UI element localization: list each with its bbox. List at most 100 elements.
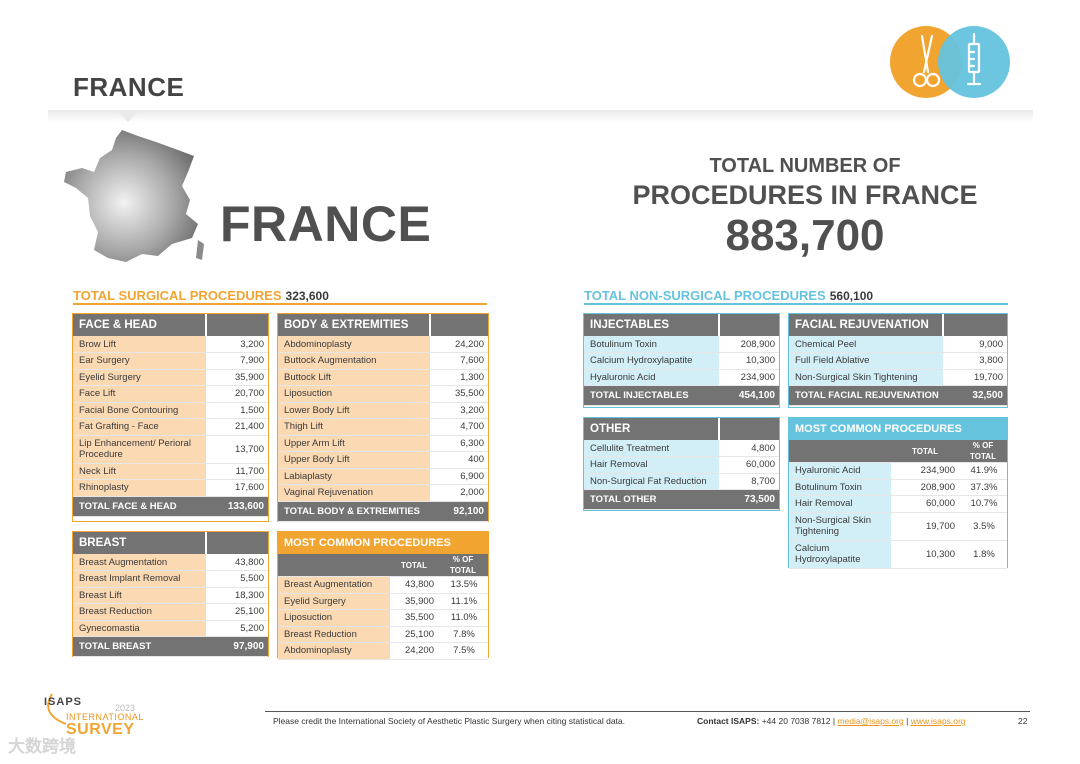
nonsurgical-heading-label: TOTAL NON-SURGICAL PROCEDURES [584,288,826,303]
procedure-name: Botulinum Toxin [584,336,719,353]
total-label: TOTAL FACIAL REJUVENATION [789,385,943,406]
procedure-name: Non-Surgical Skin Tightening [789,512,891,541]
logo-name: ISAPS [44,696,83,708]
procedure-name: Eyelid Surgery [278,593,390,610]
surgical-heading-label: TOTAL SURGICAL PROCEDURES [73,288,282,303]
logo-survey: SURVEY [66,721,135,738]
watermark: 大数跨境 [8,737,76,756]
footer-rule [265,711,1030,712]
other-title: OTHER [584,418,719,440]
isaps-logo-icon [47,693,67,725]
procedure-name: Upper Arm Lift [278,435,430,452]
nonsurgical-most-common-title: MOST COMMON PROCEDURES [789,418,1007,440]
footer-credit: Please credit the International Society … [273,716,625,726]
table-row: Abdominoplasty 24,200 [278,336,488,353]
table-row: Brow Lift 3,200 [73,336,268,353]
procedure-name: Liposuction [278,609,390,627]
contact-phone: +44 20 7038 7812 | [761,716,836,726]
nonsurgical-count: 560,100 [829,289,874,303]
table-row: Breast Implant Removal 5,500 [73,570,268,588]
procedure-value: 7,600 [430,352,488,370]
facial-frame [788,313,1008,408]
table-row: Calcium Hydroxylapatite 10,300 [584,352,779,370]
procedure-value: 19,700 [891,512,959,541]
table-row: Hair Removal 60,000 10.7% [789,495,1007,513]
contact-email-link[interactable]: media@isaps.org [837,716,904,726]
total-value: 73,500 [719,489,779,510]
total-value: 97,900 [206,636,268,657]
total-label: TOTAL INJECTABLES [584,385,719,406]
procedure-percent: 1.8% [959,540,1007,569]
total-label: TOTAL FACE & HEAD [73,496,206,517]
table-row: Non-Surgical Skin Tightening 19,700 3.5% [789,512,1007,541]
procedure-name: Buttock Lift [278,369,430,386]
procedure-name: Labiaplasty [278,468,430,485]
total-row: TOTAL BODY & EXTREMITIES 92,100 [278,501,488,522]
col-pct: % OF TOTAL [438,554,488,577]
page-title: FRANCE [73,72,185,102]
procedure-name: Hyaluronic Acid [584,369,719,386]
table-row: Upper Body Lift 400 [278,451,488,469]
procedure-percent: 10.7% [959,495,1007,513]
table-row: Buttock Lift 1,300 [278,369,488,386]
table-row: Thigh Lift 4,700 [278,418,488,436]
procedure-name: Abdominoplasty [278,336,430,353]
surgical-underline [73,303,487,305]
procedure-percent: 7.8% [438,626,488,643]
scissors-icon [912,34,941,88]
table-row: Breast Reduction 25,100 [73,603,268,621]
procedure-value: 60,000 [719,456,779,474]
procedure-percent: 41.9% [959,462,1007,480]
nonsurgical-most-common-table: MOST COMMON PROCEDURES TOTAL% OF TOTAL H… [789,418,1007,569]
surgical-count: 323,600 [285,289,329,303]
procedure-name: Calcium Hydroxylapatite [789,540,891,569]
procedure-name: Full Field Ablative [789,352,943,370]
procedure-value: 5,500 [206,570,268,588]
procedure-name: Gynecomastia [73,620,206,637]
body-table: BODY & EXTREMITIES Abdominoplasty 24,200 B… [278,314,488,522]
france-map-icon [64,130,204,262]
procedure-value: 24,200 [430,336,488,353]
procedure-name: Hair Removal [789,495,891,513]
injectables-title: INJECTABLES [584,314,719,336]
table-row: Non-Surgical Fat Reduction 8,700 [584,473,779,490]
ns-col-total: TOTAL [891,440,959,463]
procedure-value: 18,300 [206,587,268,604]
total-label: TOTAL BODY & EXTREMITIES [278,501,430,522]
procedure-name: Breast Reduction [73,603,206,621]
table-row: Rhinoplasty 17,600 [73,479,268,497]
total-row: TOTAL INJECTABLES 454,100 [584,385,779,406]
nonsurgical-heading: TOTAL NON-SURGICAL PROCEDURES 560,100 [584,288,873,303]
procedure-percent: 7.5% [438,642,488,660]
procedure-icons [890,26,1012,102]
contact-separator: | [906,716,909,726]
total-value: 133,600 [206,496,268,517]
table-row: Breast Augmentation 43,800 [73,554,268,571]
procedure-value: 21,400 [206,418,268,436]
other-table: OTHER Cellulite Treatment 4,800 Hair Remov… [584,418,779,510]
procedure-name: Neck Lift [73,463,206,480]
table-row: Facial Bone Contouring 1,500 [73,402,268,419]
procedure-value: 8,700 [719,473,779,490]
procedure-value: 234,900 [891,462,959,480]
website-link[interactable]: www.isaps.org [910,716,966,726]
procedure-name: Buttock Augmentation [278,352,430,370]
facial-table: FACIAL REJUVENATION Chemical Peel 9,000 Fu… [789,314,1007,406]
table-row: Vaginal Rejuvenation 2,000 [278,484,488,502]
total-row: TOTAL BREAST 97,900 [73,636,268,657]
procedure-name: Eyelid Surgery [73,369,206,386]
total-line-2: PROCEDURES IN FRANCE [632,180,978,210]
procedure-value: 6,900 [430,468,488,485]
procedure-value: 10,300 [719,352,779,370]
procedure-name: Non-Surgical Fat Reduction [584,473,719,490]
procedure-name: Breast Implant Removal [73,570,206,588]
procedure-value: 35,500 [430,385,488,403]
surgical-most-common-table: MOST COMMON PROCEDURES TOTAL% OF TOTAL B… [278,532,488,660]
header-notch [116,110,140,122]
procedure-percent: 3.5% [959,512,1007,541]
procedure-name: Rhinoplasty [73,479,206,497]
procedure-value: 17,600 [206,479,268,497]
total-value: 92,100 [430,501,488,522]
table-row: Chemical Peel 9,000 [789,336,1007,353]
table-row: Breast Augmentation 43,800 13.5% [278,576,488,594]
